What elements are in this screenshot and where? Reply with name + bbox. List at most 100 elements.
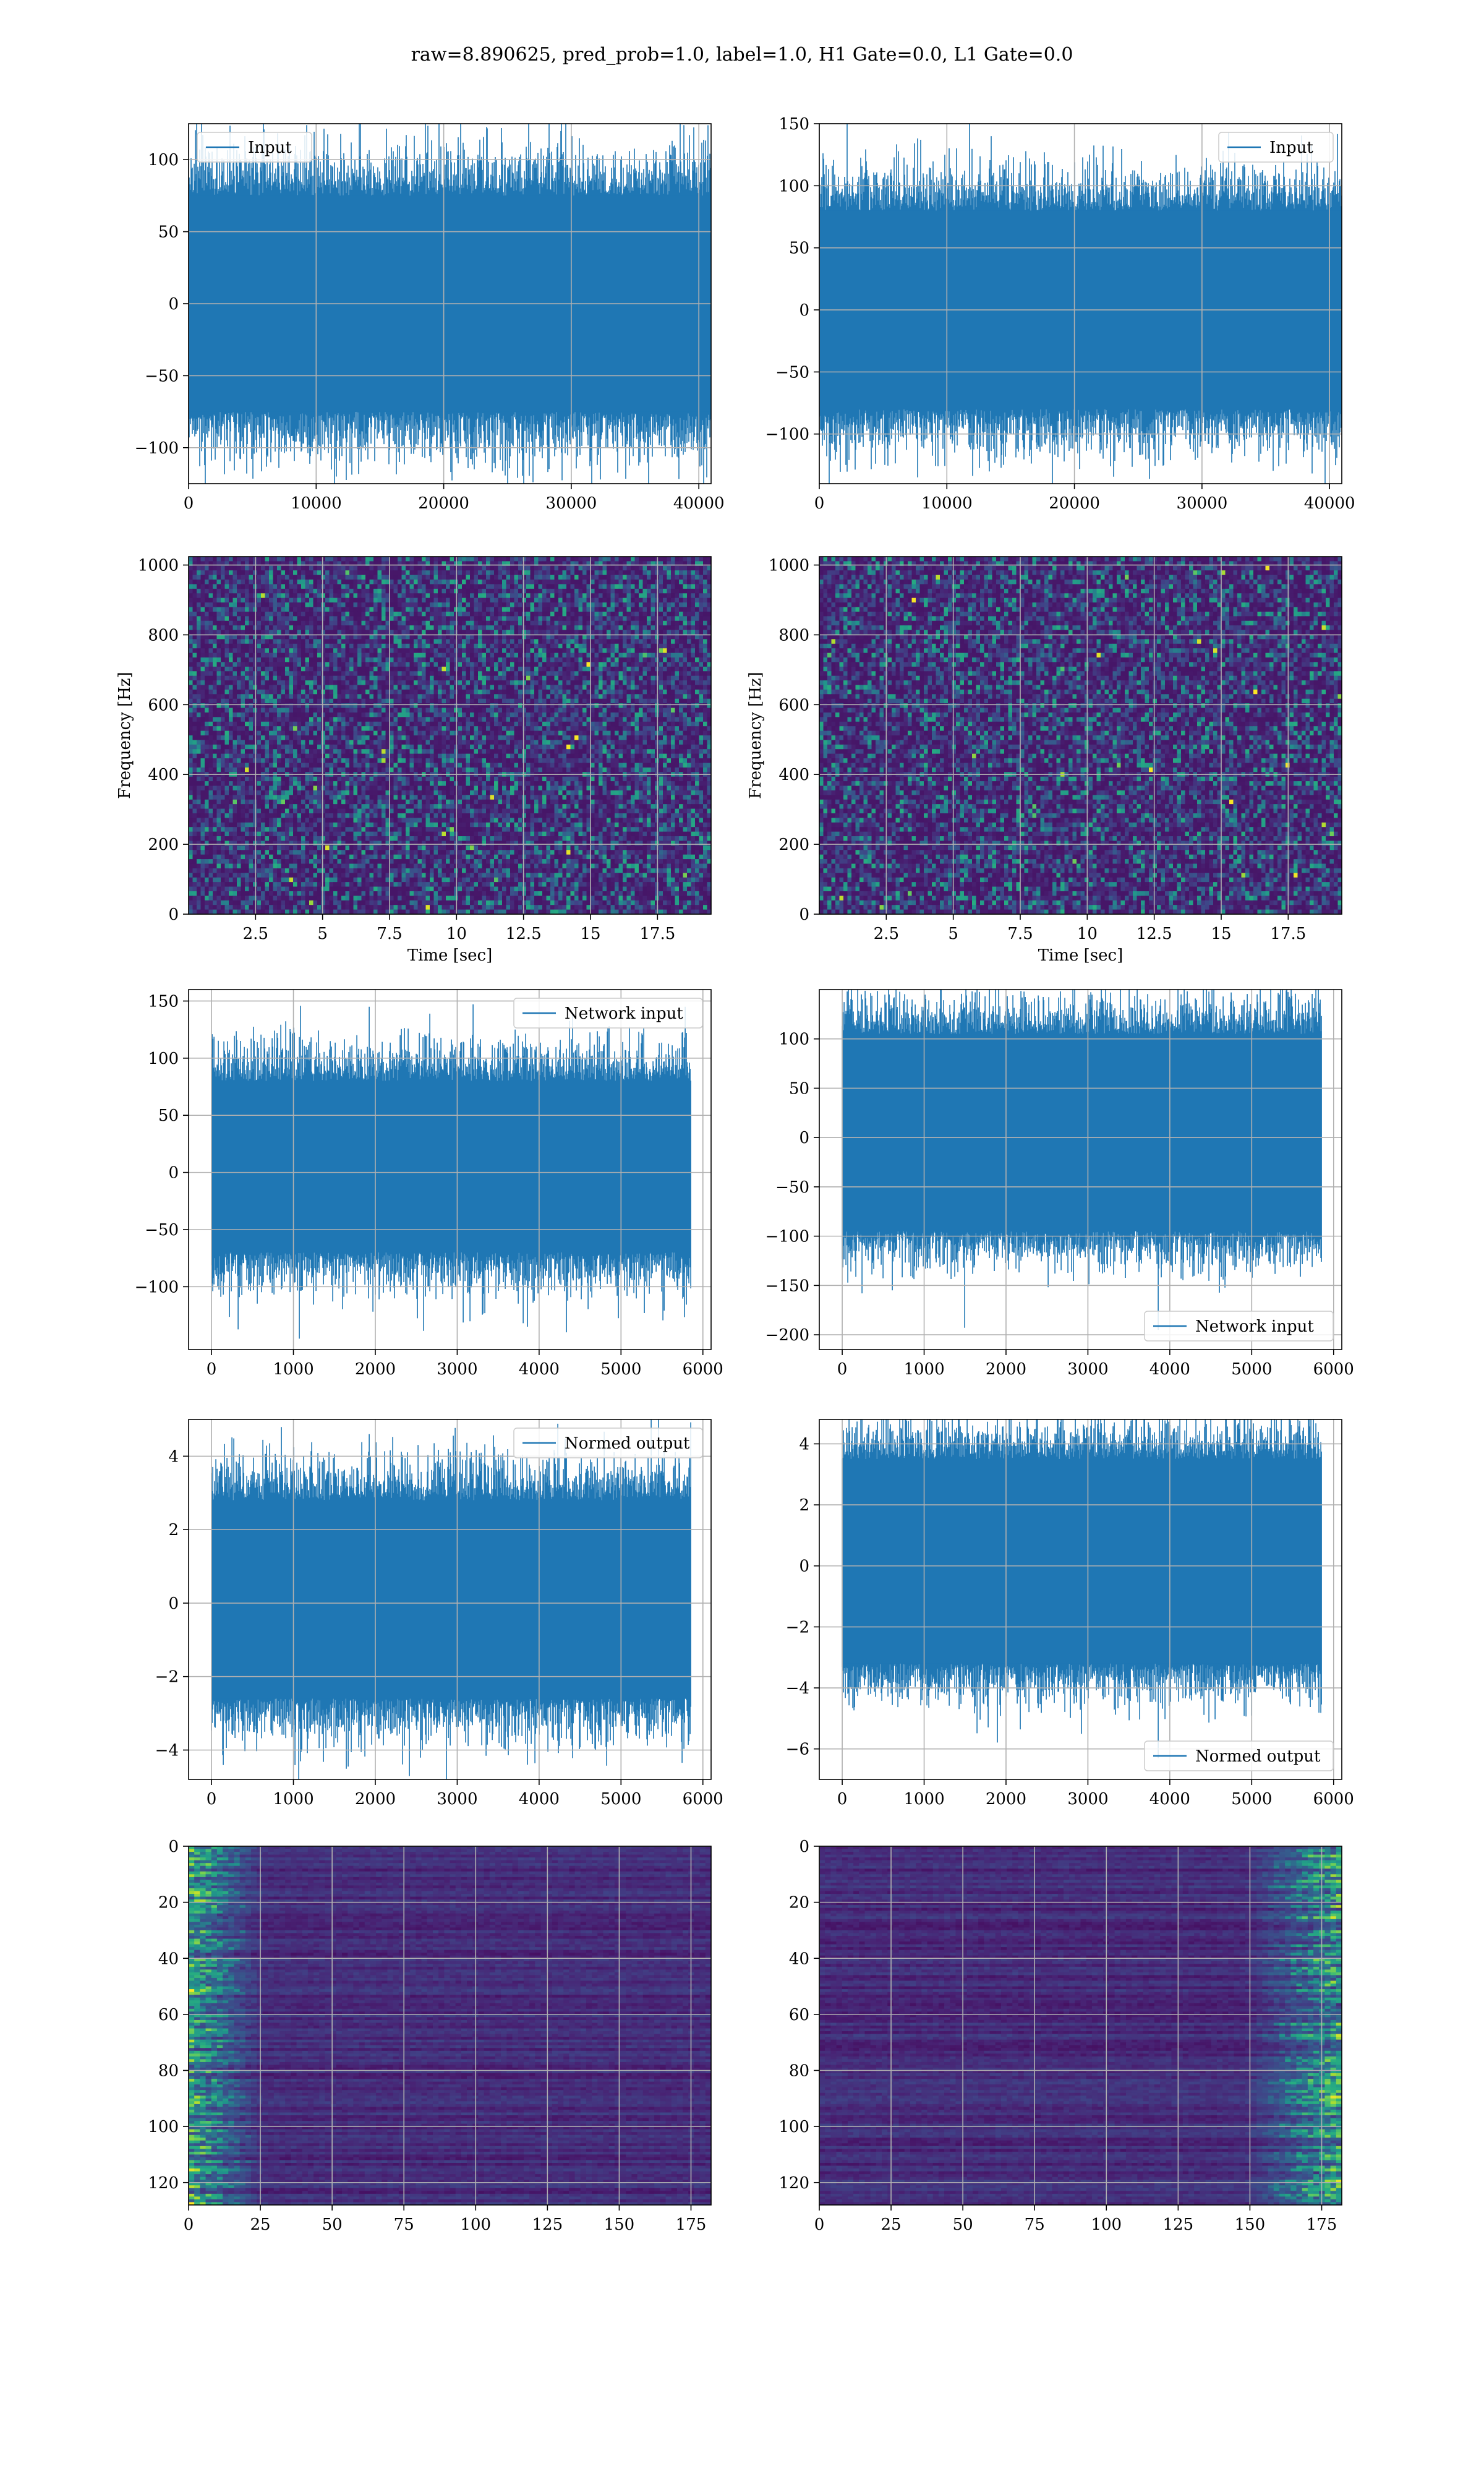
- y-tick-label: −200: [765, 1326, 809, 1345]
- x-tick-label: 0: [207, 1360, 217, 1379]
- plot-area: [211, 1004, 691, 1339]
- x-tick-label: 5000: [1231, 1790, 1272, 1808]
- y-tick-label: 120: [778, 2174, 809, 2193]
- y-tick-label: 60: [158, 2006, 179, 2024]
- y-axis-label: Frequency [Hz]: [746, 672, 765, 799]
- x-tick-label: 2000: [355, 1790, 396, 1808]
- y-tick-label: 60: [789, 2006, 809, 2024]
- y-tick-label: 0: [168, 905, 179, 924]
- series-core: [842, 1034, 1321, 1231]
- subplot-netin-h1: 0 1000 2000 3000 4000 5000 6000 −100 −50 0 50 100 15…: [135, 989, 723, 1379]
- y-tick-label: 400: [148, 766, 179, 784]
- y-tick-label: 600: [148, 696, 179, 714]
- y-tick-label: −2: [155, 1668, 179, 1687]
- y-tick-label: −50: [775, 1178, 809, 1197]
- y-tick-label: 50: [158, 223, 179, 242]
- legend: Input: [1218, 132, 1334, 163]
- x-tick-label: 12.5: [506, 925, 542, 943]
- x-tick-label: 5: [317, 925, 328, 943]
- x-tick-label: 10000: [291, 494, 342, 513]
- x-axis-label: Time [sec]: [407, 946, 493, 965]
- legend-box: [513, 1427, 703, 1458]
- y-tick-label: 100: [148, 2118, 179, 2136]
- y-tick-label: 0: [168, 295, 179, 314]
- y-tick-label: −100: [765, 426, 809, 444]
- x-tick-label: 7.5: [377, 925, 402, 943]
- y-tick-label: 80: [789, 2062, 809, 2081]
- subplot-normed-h1: 0 1000 2000 3000 4000 5000 6000 −4 −2 0 2 4 Normed o…: [155, 1419, 723, 1808]
- y-tick-label: −2: [786, 1618, 809, 1637]
- y-tick-label: −6: [786, 1740, 809, 1759]
- x-tick-label: 40000: [1304, 494, 1355, 513]
- legend-label: Input: [248, 139, 292, 157]
- x-tick-label: 4000: [519, 1790, 560, 1808]
- x-tick-label: 15: [580, 925, 600, 943]
- plot-area: [819, 557, 1342, 914]
- x-tick-label: 12.5: [1136, 925, 1172, 943]
- legend-label: Network input: [1195, 1317, 1314, 1336]
- y-tick-label: 0: [168, 1838, 179, 1856]
- x-axis-label: Time [sec]: [1038, 946, 1124, 965]
- legend-box: [197, 132, 312, 163]
- y-tick-label: 150: [148, 992, 179, 1011]
- plot-area: [819, 1846, 1342, 2205]
- y-tick-label: 100: [148, 151, 179, 169]
- y-tick-label: −100: [765, 1228, 809, 1246]
- x-tick-label: 0: [837, 1360, 848, 1379]
- x-tick-label: 0: [814, 2215, 825, 2234]
- series-core: [211, 1081, 691, 1252]
- axes-frame: [188, 989, 712, 1350]
- y-tick-label: 2: [168, 1521, 179, 1539]
- y-tick-label: 50: [789, 239, 809, 258]
- y-tick-label: 1000: [138, 557, 179, 575]
- y-tick-label: −100: [135, 439, 179, 458]
- axes-frame: [819, 556, 1342, 915]
- x-tick-label: 125: [1163, 2215, 1194, 2234]
- y-tick-label: −100: [135, 1278, 179, 1296]
- x-tick-label: 150: [1235, 2215, 1266, 2234]
- legend-label: Normed output: [565, 1434, 690, 1453]
- y-tick-label: −4: [155, 1741, 179, 1760]
- legend-box: [1144, 1311, 1334, 1342]
- x-tick-label: 0: [207, 1790, 217, 1808]
- x-tick-label: 175: [1307, 2215, 1337, 2234]
- x-tick-label: 50: [322, 2215, 343, 2234]
- y-tick-label: 600: [778, 696, 809, 714]
- x-tick-label: 0: [837, 1790, 848, 1808]
- subplot-normed-l1: 0 1000 2000 3000 4000 5000 6000 −6 −4 −2 0 2 4 Normed…: [786, 1419, 1354, 1808]
- legend: Normed output: [1144, 1740, 1334, 1771]
- legend: Input: [197, 132, 312, 163]
- x-tick-label: 5: [948, 925, 958, 943]
- plot-area: [842, 1419, 1322, 1758]
- y-tick-label: 0: [168, 1164, 179, 1183]
- axes-frame: [819, 989, 1342, 1350]
- x-tick-label: 2000: [986, 1360, 1026, 1379]
- x-tick-label: 25: [250, 2215, 271, 2234]
- series-core: [842, 1459, 1321, 1664]
- axes-frame: [188, 1419, 712, 1780]
- x-tick-label: 4000: [519, 1360, 560, 1379]
- x-tick-label: 2000: [355, 1360, 396, 1379]
- grid-lines: [189, 990, 711, 1350]
- axes-frame: [188, 556, 712, 915]
- legend: Network input: [513, 998, 703, 1029]
- x-tick-label: 4000: [1149, 1360, 1190, 1379]
- axes-frame: [819, 123, 1342, 484]
- y-tick-label: 100: [778, 177, 809, 195]
- y-tick-label: 0: [799, 301, 809, 320]
- y-tick-label: 100: [778, 1030, 809, 1049]
- y-tick-label: 400: [778, 766, 809, 784]
- y-tick-label: 100: [778, 2118, 809, 2136]
- y-tick-label: 2: [799, 1496, 809, 1515]
- x-tick-label: 3000: [1067, 1790, 1108, 1808]
- grid-lines: [189, 1419, 711, 1779]
- legend: Normed output: [513, 1427, 703, 1458]
- x-tick-label: 3000: [437, 1790, 477, 1808]
- x-tick-label: 75: [1025, 2215, 1045, 2234]
- y-tick-label: 150: [778, 115, 809, 134]
- y-axis-label: Frequency [Hz]: [116, 672, 134, 799]
- legend-box: [513, 998, 703, 1029]
- x-tick-label: 20000: [418, 494, 469, 513]
- y-tick-label: 20: [158, 1894, 179, 1912]
- y-tick-label: −4: [786, 1679, 809, 1698]
